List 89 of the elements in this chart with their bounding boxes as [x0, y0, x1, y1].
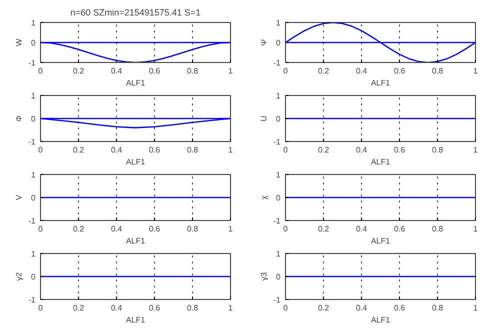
x-tick-label: 1: [473, 304, 478, 312]
x-tick-label: 0: [283, 224, 288, 234]
y-tick-label: -1: [28, 296, 36, 304]
y-tick-label: 0: [276, 194, 282, 202]
x-tick-label: 1: [473, 146, 478, 154]
x-tick-label: 1: [473, 224, 478, 234]
x-tick-label: 0.2: [72, 304, 85, 312]
x-tick-label: 0.4: [356, 66, 368, 76]
x-tick-label: 0: [38, 304, 44, 312]
y-axis-title: V: [14, 194, 24, 200]
x-tick-label: 1: [228, 66, 234, 76]
x-axis-title: ALF1: [370, 236, 391, 246]
y-axis-title: W: [14, 38, 24, 46]
x-tick-label: 0.2: [318, 224, 330, 234]
x-tick-label: 0: [283, 66, 288, 76]
y-tick-label: -1: [28, 216, 36, 226]
y-tick-label: 0: [276, 38, 282, 48]
x-axis-title: ALF1: [126, 158, 146, 166]
y-tick-label: 0: [31, 272, 36, 282]
x-tick-label: 0.2: [318, 66, 330, 76]
x-tick-label: 0.8: [186, 224, 199, 234]
y-tick-label: 0: [31, 38, 36, 48]
y-tick-label: 0: [31, 194, 36, 202]
x-tick-label: 0: [38, 66, 44, 76]
y-axis-title: Ψ: [259, 38, 268, 46]
y-tick-label: -1: [28, 138, 36, 146]
y-tick-label: 0: [276, 272, 282, 282]
y-tick-label: 1: [276, 250, 282, 258]
x-tick-label: 0.4: [356, 304, 368, 312]
x-tick-label: 0.2: [318, 304, 330, 312]
y-tick-label: -1: [273, 138, 282, 146]
x-tick-label: 0.8: [186, 146, 199, 154]
x-axis-title: ALF1: [126, 78, 146, 88]
x-tick-label: 0.8: [432, 66, 444, 76]
y-tick-label: -1: [273, 216, 282, 226]
x-tick-label: 0: [283, 146, 288, 154]
x-tick-label: 0.4: [356, 146, 368, 154]
x-tick-label: 0.4: [356, 224, 368, 234]
y-tick-label: 1: [276, 170, 282, 180]
x-tick-label: 0.8: [432, 224, 444, 234]
x-tick-label: 0.2: [72, 224, 85, 234]
x-tick-label: 0.2: [318, 146, 330, 154]
x-tick-label: 0: [38, 224, 44, 234]
y-axis-title: Φ: [14, 115, 24, 122]
y-axis-title: γ2: [14, 272, 24, 281]
x-axis-title: ALF1: [126, 236, 146, 246]
y-tick-label: -1: [273, 296, 282, 304]
y-tick-label: 1: [31, 18, 36, 28]
x-tick-label: 1: [228, 224, 234, 234]
x-tick-label: 0.6: [394, 224, 406, 234]
x-tick-label: 1: [228, 304, 234, 312]
x-tick-label: 1: [228, 146, 234, 154]
y-axis-title: U: [259, 115, 268, 122]
x-axis-title: ALF1: [370, 158, 391, 166]
y-tick-label: -1: [273, 58, 282, 68]
x-tick-label: 1: [473, 66, 478, 76]
x-tick-label: 0.6: [148, 304, 161, 312]
y-tick-label: 0: [276, 114, 282, 124]
x-tick-label: 0.4: [110, 304, 123, 312]
x-tick-label: 0.2: [72, 66, 85, 76]
y-tick-label: 0: [31, 114, 36, 124]
x-tick-label: 0.6: [394, 304, 406, 312]
x-axis-title: ALF1: [126, 316, 146, 324]
y-tick-label: 1: [31, 250, 36, 258]
x-tick-label: 0.2: [72, 146, 85, 154]
x-tick-label: 0: [38, 146, 44, 154]
x-tick-label: 0.8: [432, 146, 444, 154]
x-tick-label: 0.6: [148, 224, 161, 234]
y-tick-label: 1: [31, 92, 36, 100]
x-tick-label: 0: [283, 304, 288, 312]
y-tick-label: 1: [31, 170, 36, 180]
y-tick-label: 1: [276, 92, 282, 100]
chart-title: n=60 SZmin=215491575.41 S=1: [70, 8, 201, 18]
y-axis-title: χ: [259, 194, 268, 200]
x-tick-label: 0.6: [394, 146, 406, 154]
x-tick-label: 0.8: [186, 304, 199, 312]
x-tick-label: 0.6: [148, 146, 161, 154]
x-tick-label: 0.8: [186, 66, 199, 76]
y-axis-title: γ3: [259, 272, 268, 281]
y-tick-label: 1: [276, 18, 282, 28]
x-tick-label: 0.8: [432, 304, 444, 312]
x-tick-label: 0.4: [110, 66, 123, 76]
x-tick-label: 0.4: [110, 224, 123, 234]
x-axis-title: ALF1: [370, 78, 391, 88]
x-tick-label: 0.6: [394, 66, 406, 76]
y-tick-label: -1: [28, 58, 36, 68]
x-axis-title: ALF1: [370, 316, 391, 324]
x-tick-label: 0.6: [148, 66, 161, 76]
x-tick-label: 0.4: [110, 146, 123, 154]
